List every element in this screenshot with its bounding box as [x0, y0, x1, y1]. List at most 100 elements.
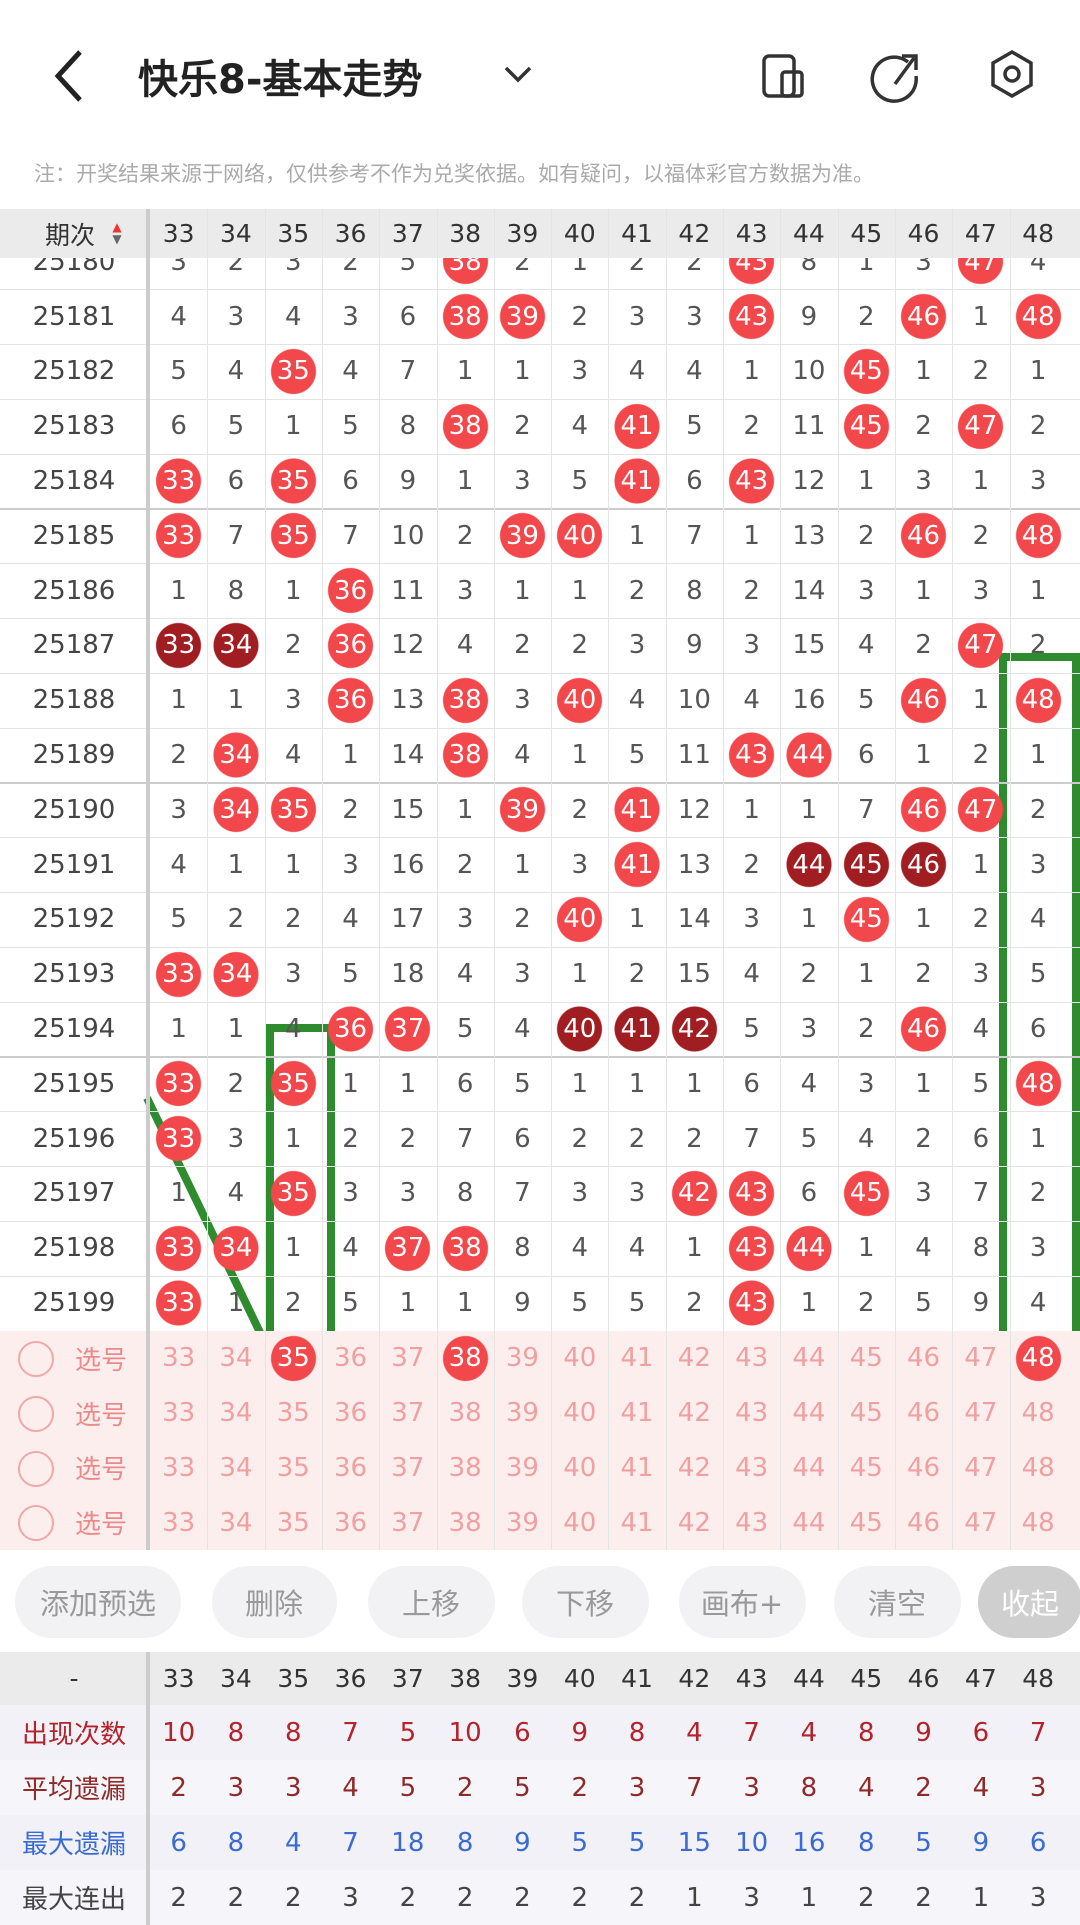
pick-number[interactable]: 44	[792, 1507, 826, 1538]
pick-number[interactable]: 33	[162, 1398, 196, 1429]
pick-number[interactable]: 47	[964, 1452, 998, 1483]
back-icon[interactable]	[54, 50, 82, 102]
pick-number[interactable]: 37	[391, 1507, 425, 1538]
pick-number[interactable]: 38	[448, 1398, 482, 1429]
pick-number[interactable]: 33	[162, 1343, 196, 1374]
pick-number[interactable]: 39	[505, 1452, 539, 1483]
pick-number[interactable]: 39	[505, 1343, 539, 1374]
pick-number[interactable]: 37	[391, 1452, 425, 1483]
pick-number[interactable]: 45	[849, 1343, 883, 1374]
pick-number[interactable]: 48	[1021, 1452, 1055, 1483]
pick-number[interactable]: 34	[219, 1452, 253, 1483]
hit-ball: 40	[551, 672, 609, 728]
column-line	[264, 209, 266, 1550]
action-button[interactable]: 删除	[211, 1566, 337, 1638]
pick-number[interactable]: 38	[448, 1452, 482, 1483]
action-button[interactable]: 添加预选	[15, 1566, 181, 1638]
pick-number[interactable]: 37	[391, 1343, 425, 1374]
pick-number[interactable]: 41	[620, 1507, 654, 1538]
pick-radio[interactable]	[18, 1395, 54, 1432]
pick-number[interactable]: 39	[505, 1507, 539, 1538]
pick-number[interactable]: 44	[792, 1398, 826, 1429]
pick-number[interactable]: 40	[563, 1398, 597, 1429]
stats-value: 2	[514, 1882, 531, 1913]
column-line	[436, 209, 438, 1550]
pick-number[interactable]: 35	[264, 1331, 322, 1386]
pick-number[interactable]: 40	[563, 1343, 597, 1374]
pick-number[interactable]: 43	[735, 1398, 769, 1429]
settings-icon[interactable]	[991, 49, 1033, 99]
pick-number[interactable]: 38	[436, 1331, 494, 1386]
miss-count: 5	[514, 1068, 531, 1099]
miss-count: 14	[792, 575, 826, 606]
pick-number[interactable]: 42	[677, 1343, 711, 1374]
share-icon[interactable]	[870, 54, 918, 103]
pick-number[interactable]: 39	[505, 1398, 539, 1429]
pick-number[interactable]: 38	[448, 1507, 482, 1538]
pick-label[interactable]: 选号	[74, 1400, 127, 1431]
device-icon[interactable]	[762, 54, 804, 98]
pick-number[interactable]: 41	[620, 1343, 654, 1374]
pick-number[interactable]: 36	[333, 1343, 368, 1374]
pick-number[interactable]: 47	[964, 1507, 998, 1538]
pick-number[interactable]: 35	[276, 1507, 310, 1538]
action-button[interactable]: 清空	[833, 1566, 961, 1638]
pick-number[interactable]: 45	[849, 1507, 883, 1538]
pick-number[interactable]: 46	[906, 1398, 941, 1429]
pick-number[interactable]: 36	[333, 1507, 368, 1538]
miss-count: 5	[915, 1287, 932, 1318]
pick-number[interactable]: 45	[849, 1398, 883, 1429]
pick-number[interactable]: 46	[906, 1452, 941, 1483]
pick-number[interactable]: 47	[964, 1398, 998, 1429]
action-button[interactable]: 收起	[978, 1566, 1080, 1638]
pick-label[interactable]: 选号	[74, 1510, 127, 1541]
pick-number[interactable]: 43	[735, 1452, 769, 1483]
pick-number[interactable]: 34	[219, 1343, 253, 1374]
period: 25197	[32, 1178, 116, 1209]
miss-count: 1	[800, 904, 818, 935]
pick-number[interactable]: 33	[162, 1507, 196, 1538]
miss-count: 14	[677, 904, 711, 935]
action-button[interactable]: 画布+	[678, 1566, 806, 1638]
pick-number[interactable]: 35	[276, 1452, 310, 1483]
pick-number[interactable]: 48	[1021, 1398, 1055, 1429]
pick-radio[interactable]	[18, 1505, 54, 1542]
pick-number[interactable]: 46	[906, 1343, 941, 1374]
pick-number[interactable]: 48	[1009, 1331, 1067, 1386]
miss-count: 2	[514, 258, 531, 277]
pick-number[interactable]: 40	[563, 1452, 597, 1483]
row-line	[0, 1220, 1080, 1222]
pick-radio[interactable]	[18, 1450, 54, 1487]
pick-number[interactable]: 34	[219, 1507, 253, 1538]
stats-value: 2	[628, 1882, 646, 1913]
pick-radio[interactable]	[18, 1341, 54, 1377]
pick-number[interactable]: 34	[219, 1398, 253, 1429]
pick-number[interactable]: 42	[677, 1507, 711, 1538]
pick-number[interactable]: 41	[620, 1398, 654, 1429]
pick-number[interactable]: 44	[792, 1343, 826, 1374]
pick-number[interactable]: 48	[1021, 1507, 1055, 1538]
pick-number[interactable]: 44	[792, 1452, 826, 1483]
pick-number[interactable]: 42	[677, 1398, 711, 1429]
miss-count: 3	[284, 959, 302, 990]
pick-number[interactable]: 40	[563, 1507, 597, 1538]
pick-number[interactable]: 42	[677, 1452, 711, 1483]
pick-number[interactable]: 45	[849, 1452, 883, 1483]
pick-number[interactable]: 46	[906, 1507, 941, 1538]
action-button[interactable]: 上移	[367, 1566, 495, 1638]
row-line	[0, 1275, 1080, 1277]
dropdown-icon[interactable]	[504, 66, 532, 83]
pick-number[interactable]: 41	[620, 1452, 654, 1483]
pick-number[interactable]: 43	[735, 1343, 769, 1374]
pick-number[interactable]: 36	[333, 1398, 368, 1429]
pick-number[interactable]: 33	[162, 1452, 196, 1483]
pick-number[interactable]: 36	[333, 1452, 368, 1483]
pick-number[interactable]: 37	[391, 1398, 425, 1429]
pick-number[interactable]: 35	[276, 1398, 310, 1429]
pick-label[interactable]: 选号	[74, 1455, 127, 1486]
pick-number[interactable]: 43	[735, 1507, 769, 1538]
pick-number[interactable]: 47	[964, 1343, 998, 1374]
action-button[interactable]: 下移	[521, 1566, 649, 1638]
pick-label[interactable]: 选号	[74, 1345, 127, 1376]
